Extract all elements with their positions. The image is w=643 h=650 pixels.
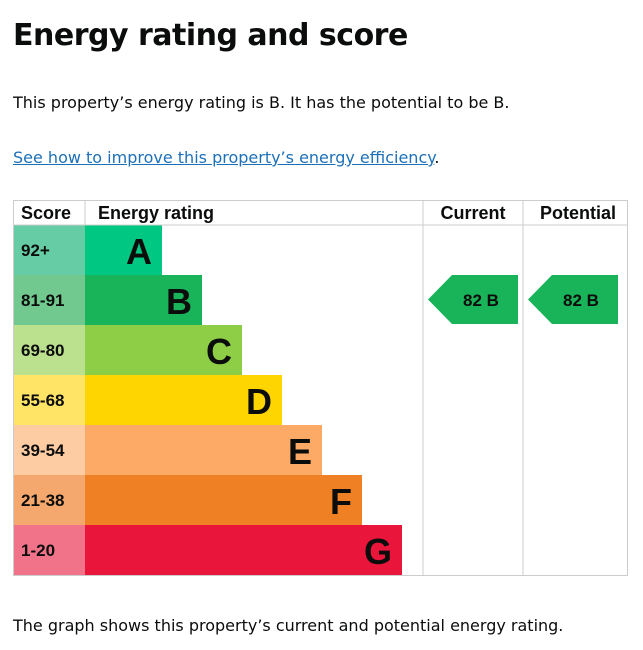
rating-bar-e [85, 425, 322, 475]
score-cell [13, 425, 85, 475]
rating-letter: G [364, 531, 392, 572]
header-score: Score [21, 203, 71, 223]
table-border [13, 200, 628, 576]
current-rating-label: 82 B [463, 291, 499, 310]
score-label: 92+ [21, 241, 50, 260]
rating-letter: F [330, 481, 352, 522]
improve-paragraph: See how to improve this property’s energ… [13, 148, 440, 167]
rating-bar-d [85, 375, 282, 425]
score-cell [13, 275, 85, 325]
graph-caption: The graph shows this property’s current … [13, 616, 564, 635]
potential-rating-arrow [528, 275, 618, 324]
header-current: Current [440, 203, 505, 223]
score-label: 55-68 [21, 391, 64, 410]
energy-rating-chart: 92+ A 81-91 B 69-80 C 55-68 D 39-54 E 21-38 F 1-20 G S… [13, 200, 628, 576]
rating-bar-g [85, 525, 402, 575]
potential-rating-label: 82 B [563, 291, 599, 310]
header-energy-rating: Energy rating [98, 203, 214, 223]
rating-letter: E [288, 431, 312, 472]
rating-bar-b [85, 275, 202, 325]
header-potential: Potential [540, 203, 616, 223]
score-label: 39-54 [21, 441, 65, 460]
rating-summary: This property’s energy rating is B. It h… [13, 93, 510, 112]
rating-bar-c [85, 325, 242, 375]
score-cell [13, 325, 85, 375]
score-cell [13, 225, 85, 275]
improve-efficiency-link[interactable]: See how to improve this property’s energ… [13, 148, 435, 167]
score-label: 21-38 [21, 491, 64, 510]
score-label: 69-80 [21, 341, 64, 360]
rating-letter: B [166, 281, 192, 322]
score-label: 81-91 [21, 291, 64, 310]
current-rating-arrow [428, 275, 518, 324]
rating-letter: D [246, 381, 272, 422]
score-label: 1-20 [21, 541, 55, 560]
page-title: Energy rating and score [13, 18, 408, 53]
score-cell [13, 525, 85, 575]
link-suffix: . [434, 148, 440, 167]
rating-bar-f [85, 475, 362, 525]
score-cell [13, 375, 85, 425]
rating-letter: A [126, 231, 152, 272]
score-cell [13, 475, 85, 525]
rating-letter: C [206, 331, 232, 372]
rating-bar-a [85, 225, 162, 275]
